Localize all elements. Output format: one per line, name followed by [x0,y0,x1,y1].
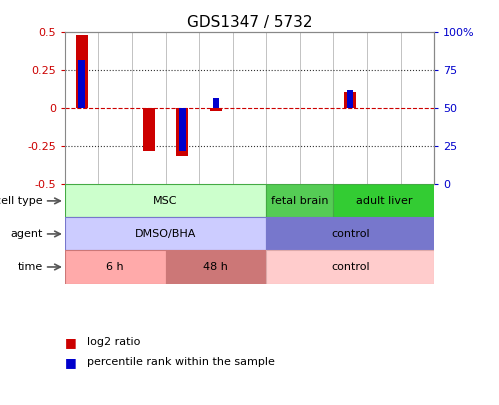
Bar [76,36,87,109]
Text: adult liver: adult liver [355,196,412,206]
Text: DMSO/BHA: DMSO/BHA [135,229,196,239]
Bar [266,184,333,217]
Text: control: control [331,229,370,239]
Bar [344,92,356,109]
Title: GDS1347 / 5732: GDS1347 / 5732 [187,15,312,30]
Bar [179,109,186,151]
Text: MSC: MSC [153,196,178,206]
Text: agent: agent [10,229,43,239]
Bar [210,109,222,111]
Bar [177,109,188,156]
Bar [347,90,353,109]
Bar [333,184,434,217]
Text: ■: ■ [65,336,77,349]
Bar [143,109,155,151]
Bar [266,217,434,250]
Bar [65,217,266,250]
Text: ■: ■ [65,356,77,369]
Text: control: control [331,262,370,272]
Bar [78,60,85,109]
Text: cell type: cell type [0,196,43,206]
Bar [65,250,166,284]
Text: log2 ratio: log2 ratio [87,337,141,347]
Text: 6 h: 6 h [106,262,124,272]
Text: fetal brain: fetal brain [271,196,329,206]
Text: time: time [18,262,43,272]
Bar [266,250,434,284]
Text: percentile rank within the sample: percentile rank within the sample [87,358,275,367]
Bar [65,184,266,217]
Bar [213,98,219,109]
Text: 48 h: 48 h [204,262,229,272]
Bar [166,250,266,284]
